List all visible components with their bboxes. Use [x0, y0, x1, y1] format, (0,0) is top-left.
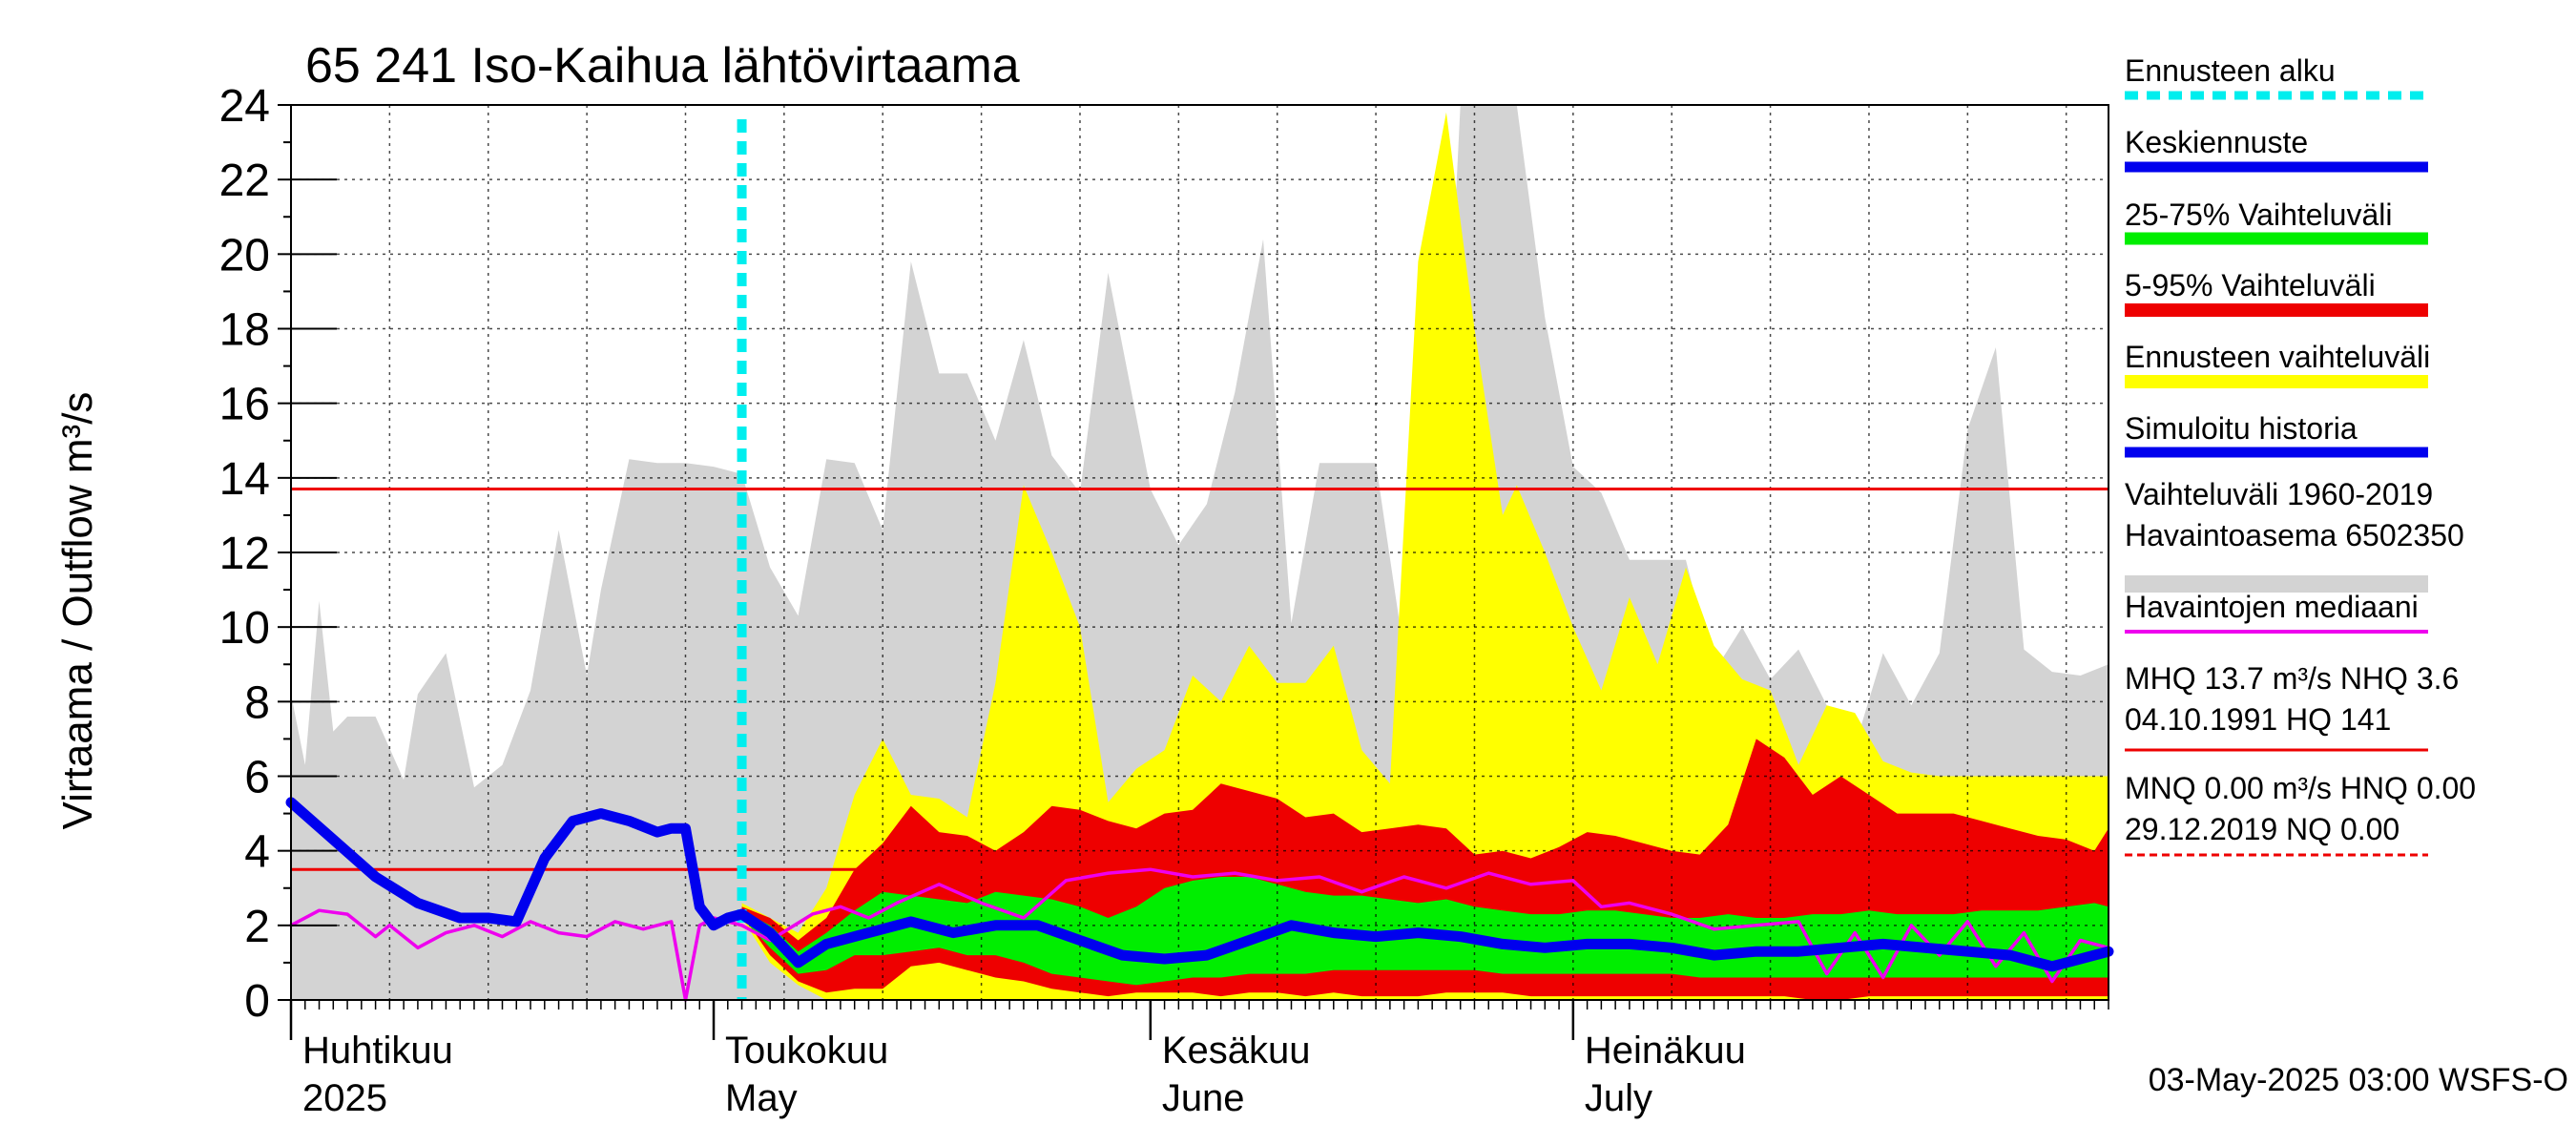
- y-tick-label: 4: [244, 827, 270, 878]
- y-axis-label: Virtaama / Outflow m³/s: [54, 392, 101, 830]
- legend-label: Simuloitu historia: [2125, 411, 2358, 446]
- series-line-0: [285, 797, 748, 931]
- legend-label: MHQ 13.7 m³/s NHQ 3.6: [2125, 661, 2459, 696]
- plot-axes: 024681012141618202224Huhtikuu2025Toukoku…: [219, 81, 2109, 1119]
- y-tick-label: 12: [219, 529, 270, 579]
- month-label-fi: Kesäkuu: [1162, 1030, 1311, 1072]
- legend-label: Ennusteen vaihteluväli: [2125, 340, 2430, 374]
- month-label-fi: Huhtikuu: [302, 1030, 453, 1072]
- series-line-1: [737, 908, 2114, 972]
- y-tick-label: 2: [244, 902, 270, 952]
- month-label-en: July: [1585, 1077, 1652, 1119]
- y-tick-label: 24: [219, 81, 270, 132]
- y-tick-label: 0: [244, 976, 270, 1027]
- y-tick-label: 18: [219, 305, 270, 356]
- legend-label: 5-95% Vaihteluväli: [2125, 268, 2376, 302]
- legend-label: Keskiennuste: [2125, 125, 2308, 159]
- plot-lines: [285, 119, 2114, 1002]
- month-label-en: June: [1162, 1077, 1245, 1119]
- y-tick-label: 14: [219, 454, 270, 505]
- chart-title: 65 241 Iso-Kaihua lähtövirtaama: [305, 38, 1020, 94]
- y-tick-label: 6: [244, 753, 270, 803]
- month-label-en: May: [725, 1077, 798, 1119]
- y-tick-label: 10: [219, 603, 270, 654]
- month-label-fi: Heinäkuu: [1585, 1030, 1746, 1072]
- y-tick-label: 22: [219, 156, 270, 206]
- y-tick-label: 16: [219, 380, 270, 430]
- legend-label-secondary: 29.12.2019 NQ 0.00: [2125, 812, 2399, 846]
- legend-label-secondary: Havaintoasema 6502350: [2125, 518, 2464, 552]
- legend-label: Ennusteen alku: [2125, 53, 2336, 88]
- month-label-en: 2025: [302, 1077, 387, 1119]
- y-tick-label: 20: [219, 230, 270, 281]
- legend: Ennusteen alku Keskiennuste 25-75% Vaihtel…: [2125, 53, 2476, 857]
- month-label-fi: Toukokuu: [725, 1030, 888, 1072]
- legend-label: 25-75% Vaihteluväli: [2125, 198, 2392, 232]
- legend-label-secondary: 04.10.1991 HQ 141: [2125, 702, 2391, 737]
- legend-label: Havaintojen mediaani: [2125, 590, 2419, 624]
- legend-label: MNQ 0.00 m³/s HNQ 0.00: [2125, 771, 2476, 805]
- legend-label: Vaihteluväli 1960-2019: [2125, 477, 2433, 511]
- y-tick-label: 8: [244, 677, 270, 728]
- footer-timestamp: 03-May-2025 03:00 WSFS-O: [2149, 1062, 2568, 1098]
